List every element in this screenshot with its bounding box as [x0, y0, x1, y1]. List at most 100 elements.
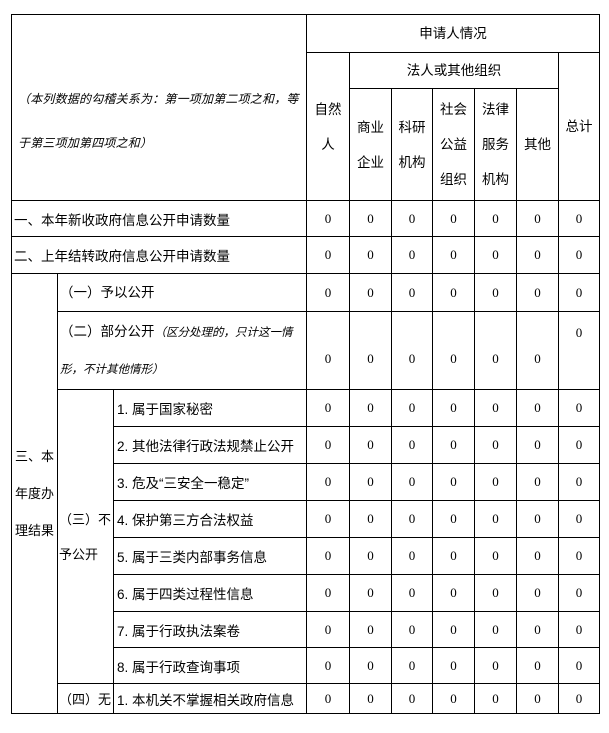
header-row-3: 商业 企业 科研 机构 社会 公益 组织 法律 服务 机构 其他: [12, 88, 600, 201]
value-cell: 0: [474, 683, 517, 714]
value-cell: 0: [557, 611, 601, 648]
value-cell: 0: [391, 200, 433, 237]
value-cell: 0: [516, 611, 559, 648]
value-cell: 0: [557, 574, 601, 612]
value-cell: 0: [516, 574, 559, 612]
value-cell: 0: [432, 683, 475, 714]
value-cell: 0: [516, 311, 559, 390]
row-label-partially-disclosed: （二）部分公开（区分处理的，只计这一情形，不计其他情形）: [57, 311, 307, 390]
header-legal-org-group: 法人或其他组织: [349, 52, 559, 89]
value-cell: 0: [557, 683, 601, 714]
value-cell: 0: [474, 647, 517, 684]
header-col-business-enterprise: 商业 企业: [349, 88, 392, 201]
value-cell: 0: [432, 426, 475, 464]
value-cell: 0: [474, 200, 517, 237]
table-row: 3. 危及“三安全一稳定” 0 0 0 0 0 0 0: [12, 463, 601, 501]
table-row: 5. 属于三类内部事务信息 0 0 0 0 0 0 0: [12, 537, 601, 575]
row-label-main: （二）部分公开: [60, 323, 155, 339]
value-cell: 0: [391, 500, 433, 538]
row-label-law-forbidden: 2. 其他法律行政法规禁止公开: [113, 426, 307, 464]
value-cell: 0: [306, 611, 350, 648]
value-cell: 0: [474, 611, 517, 648]
value-cell: 0: [391, 236, 433, 274]
value-cell: 0: [516, 200, 559, 237]
row-label-state-secret: 1. 属于国家秘密: [113, 389, 307, 427]
value-cell: 0: [391, 389, 433, 427]
value-cell: 0: [306, 647, 350, 684]
value-cell: 0: [391, 463, 433, 501]
value-cell: 0: [349, 537, 392, 575]
header-col-legal-service-org: 法律 服务 机构: [474, 88, 517, 201]
value-cell: 0: [474, 236, 517, 274]
header-row-2: 自然 人 法人或其他组织 总计: [12, 52, 601, 201]
value-cell: 0: [306, 574, 350, 612]
value-cell: 0: [432, 537, 475, 575]
header-col-social-public-org: 社会 公益 组织: [432, 88, 475, 201]
value-cell: 0: [474, 389, 517, 427]
value-cell: 0: [432, 200, 475, 237]
header-row-1: （本列数据的勾稽关系为：第一项加第二项之和，等 于第三项加第四项之和） 申请人情…: [11, 14, 601, 201]
value-cell: 0: [432, 389, 475, 427]
value-cell: 0: [432, 500, 475, 538]
value-cell: 0: [349, 311, 392, 390]
value-cell: 0: [516, 683, 559, 714]
header-total: 总计: [557, 52, 601, 201]
value-cell: 0: [306, 500, 350, 538]
value-cell: 0: [349, 389, 392, 427]
value-cell: 0: [391, 273, 433, 312]
group-not-disclosed-label: （三）不 予公开: [57, 389, 114, 684]
value-cell: 0: [306, 389, 350, 427]
table-row: 一、本年新收政府信息公开申请数量 0 0 0 0 0 0 0: [11, 200, 601, 237]
value-cell: 0: [306, 683, 350, 714]
value-cell: 0: [349, 574, 392, 612]
value-cell: 0: [306, 273, 350, 312]
value-cell: 0: [391, 537, 433, 575]
value-cell: 0: [474, 463, 517, 501]
row-label-third-party-rights: 4. 保护第三方合法权益: [113, 500, 307, 538]
value-cell: 0: [557, 389, 601, 427]
value-cell: 0: [432, 463, 475, 501]
value-cell: 0: [557, 311, 601, 390]
row-label-carried-over: 二、上年结转政府信息公开申请数量: [11, 236, 307, 274]
value-cell: 0: [349, 647, 392, 684]
value-cell: 0: [557, 647, 601, 684]
value-cell: 0: [516, 426, 559, 464]
value-cell: 0: [516, 389, 559, 427]
value-cell: 0: [391, 683, 433, 714]
value-cell: 0: [557, 500, 601, 538]
value-cell: 0: [432, 574, 475, 612]
value-cell: 0: [349, 426, 392, 464]
value-cell: 0: [349, 463, 392, 501]
value-cell: 0: [432, 611, 475, 648]
header-col-other: 其他: [516, 88, 559, 201]
header-applicant-group: 申请人情况: [305, 14, 601, 53]
value-cell: 0: [557, 200, 601, 237]
value-cell: 0: [557, 426, 601, 464]
value-cell: 0: [474, 311, 517, 390]
table-row: 4. 保护第三方合法权益 0 0 0 0 0 0 0: [12, 500, 601, 538]
header-col-research-institution: 科研 机构: [391, 88, 433, 201]
value-cell: 0: [557, 236, 601, 274]
value-cell: 0: [391, 426, 433, 464]
value-cell: 0: [516, 500, 559, 538]
value-cell: 0: [306, 200, 350, 237]
value-cell: 0: [306, 426, 350, 464]
value-cell: 0: [516, 537, 559, 575]
row-label-enforcement-files: 7. 属于行政执法案卷: [113, 611, 307, 648]
row-label-admin-query: 8. 属于行政查询事项: [113, 647, 307, 684]
group-section3-label: 三、本 年度办 理结果: [11, 273, 58, 714]
value-cell: 0: [391, 311, 433, 390]
value-cell: 0: [349, 273, 392, 312]
value-cell: 0: [306, 236, 350, 274]
table-row: 8. 属于行政查询事项 0 0 0 0 0 0 0: [12, 647, 601, 684]
row-label-disclosed: （一）予以公开: [57, 273, 307, 312]
value-cell: 0: [349, 500, 392, 538]
value-cell: 0: [432, 311, 475, 390]
value-cell: 0: [474, 273, 517, 312]
value-cell: 0: [516, 273, 559, 312]
value-cell: 0: [557, 463, 601, 501]
table-row: （三）不 予公开 1. 属于国家秘密 0 0 0 0 0 0 0: [12, 389, 601, 684]
row-label-new-requests: 一、本年新收政府信息公开申请数量: [11, 200, 307, 237]
value-cell: 0: [432, 273, 475, 312]
